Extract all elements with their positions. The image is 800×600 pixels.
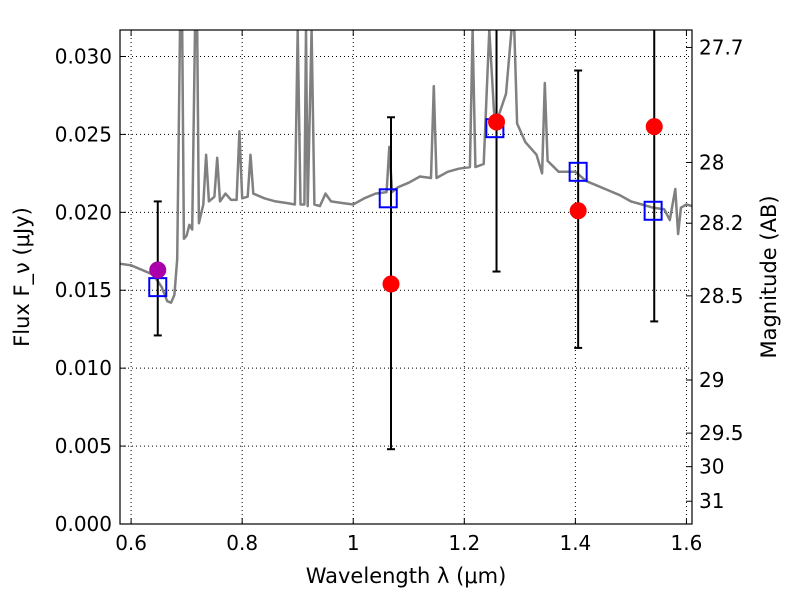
- right-tick-label: 28.2: [699, 211, 744, 235]
- plot-frame: [119, 29, 693, 525]
- axes: 0.6 0.8 1 1.2 1.4 1.6 0.000 0.005 0.010 0.015 0.02…: [55, 30, 744, 555]
- model-photometry-square: [643, 200, 663, 221]
- right-tick-label: 30: [699, 455, 724, 479]
- x-tick-label: 1.2: [448, 531, 480, 555]
- observed-flux-point: [149, 261, 167, 279]
- spectrum-line: [120, 30, 692, 304]
- y-tick-label: 0.030: [55, 44, 112, 68]
- observed-flux-point: [488, 113, 506, 131]
- right-tick-label: 31: [699, 489, 724, 513]
- y-tick-label: 0.015: [55, 278, 112, 302]
- model-photometry-square: [568, 161, 588, 182]
- x-tick-label: 1.6: [671, 531, 703, 555]
- markers: [148, 30, 663, 451]
- right-tick-label: 28: [699, 150, 724, 174]
- right-tick-label: 27.7: [699, 35, 744, 59]
- right-tick-label: 28.5: [699, 284, 744, 308]
- x-tick-label: 1.4: [559, 531, 591, 555]
- plot-area: [120, 30, 692, 304]
- model-photometry-square: [378, 188, 398, 209]
- observed-flux-point: [645, 118, 663, 136]
- right-tick-label: 29: [699, 368, 724, 392]
- x-tick-label: 0.6: [115, 531, 147, 555]
- x-tick-label: 1: [347, 531, 360, 555]
- x-tick-label: 0.8: [226, 531, 258, 555]
- y-axis-label: Flux F_ν (μJy): [10, 207, 35, 347]
- y-tick-label: 0.020: [55, 200, 112, 224]
- y-tick-label: 0.000: [55, 512, 112, 536]
- observed-flux-point: [382, 275, 400, 293]
- x-axis-label: Wavelength λ (μm): [306, 564, 507, 588]
- y-tick-label: 0.005: [55, 434, 112, 458]
- right-axis-label: Magnitude (AB): [757, 195, 781, 358]
- right-tick-label: 29.5: [699, 421, 744, 445]
- y-tick-label: 0.025: [55, 122, 112, 146]
- y-tick-label: 0.010: [55, 356, 112, 380]
- observed-flux-point: [569, 202, 587, 220]
